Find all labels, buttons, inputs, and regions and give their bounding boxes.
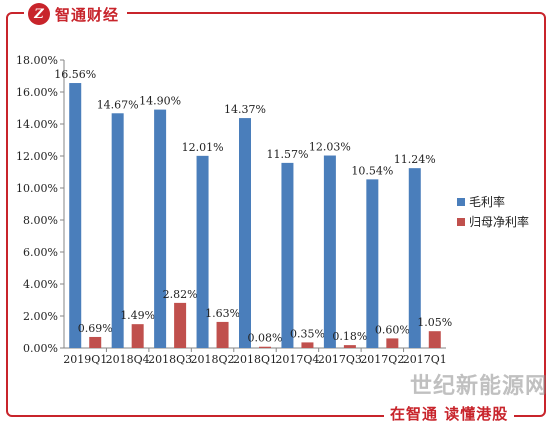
x-tick-label: 2018Q3 bbox=[148, 353, 192, 366]
data-label: 1.63% bbox=[205, 307, 240, 320]
x-tick-label: 2018Q1 bbox=[233, 353, 277, 366]
y-tick-label: 2.00% bbox=[23, 310, 58, 323]
slogan: 在智通 读懂港股 bbox=[384, 403, 515, 424]
y-tick-label: 16.00% bbox=[16, 86, 58, 99]
bar-gross-margin bbox=[69, 83, 82, 348]
data-label: 16.56% bbox=[54, 68, 96, 81]
y-tick-label: 6.00% bbox=[23, 246, 58, 259]
bar-gross-margin bbox=[239, 118, 251, 348]
bar-gross-margin bbox=[366, 179, 379, 348]
y-tick-label: 4.00% bbox=[23, 278, 58, 291]
bar-net-margin bbox=[216, 321, 229, 348]
x-tick-label: 2017Q2 bbox=[360, 353, 404, 366]
bar-net-margin bbox=[259, 346, 271, 348]
data-label: 2.82% bbox=[163, 288, 198, 301]
legend-label: 毛利率 bbox=[469, 194, 505, 209]
data-label: 14.37% bbox=[224, 103, 266, 116]
data-label: 14.90% bbox=[139, 95, 181, 108]
data-label: 12.03% bbox=[309, 141, 351, 154]
bar-gross-margin bbox=[111, 113, 124, 348]
y-tick-label: 0.00% bbox=[23, 342, 58, 355]
y-tick-label: 10.00% bbox=[16, 182, 58, 195]
bar-gross-margin bbox=[408, 168, 421, 348]
data-label: 10.54% bbox=[351, 164, 393, 177]
data-label: 0.60% bbox=[375, 323, 410, 336]
data-label: 0.69% bbox=[78, 322, 113, 335]
bar-net-margin bbox=[174, 302, 187, 348]
data-label: 14.67% bbox=[97, 98, 139, 111]
y-tick-label: 12.00% bbox=[16, 150, 58, 163]
brand-header: Z 智通财经 bbox=[24, 1, 128, 27]
data-label: 0.18% bbox=[332, 330, 367, 343]
brand-logo-icon: Z bbox=[28, 3, 50, 25]
data-label: 12.01% bbox=[182, 141, 224, 154]
y-tick-label: 18.00% bbox=[16, 54, 58, 67]
bar-gross-margin bbox=[154, 109, 167, 348]
x-tick-label: 2018Q2 bbox=[191, 353, 235, 366]
data-label: 0.35% bbox=[290, 327, 325, 340]
x-tick-label: 2017Q1 bbox=[403, 353, 447, 366]
y-tick-label: 14.00% bbox=[16, 118, 58, 131]
x-tick-label: 2017Q4 bbox=[275, 353, 319, 366]
bar-net-margin bbox=[301, 342, 314, 348]
x-tick-label: 2019Q1 bbox=[63, 353, 107, 366]
data-label: 1.05% bbox=[417, 316, 452, 329]
bar-gross-margin bbox=[281, 162, 294, 348]
bar-net-margin bbox=[428, 331, 441, 348]
data-label: 11.57% bbox=[266, 148, 308, 161]
x-tick-label: 2018Q4 bbox=[106, 353, 150, 366]
card-frame bbox=[6, 12, 546, 417]
y-tick-label: 8.00% bbox=[23, 214, 58, 227]
watermark: 世纪新能源网 bbox=[409, 374, 548, 399]
bar-net-margin bbox=[89, 336, 102, 348]
data-label: 11.24% bbox=[394, 153, 436, 166]
legend-swatch bbox=[457, 198, 465, 206]
legend-swatch bbox=[457, 218, 465, 226]
data-label: 1.49% bbox=[120, 309, 155, 322]
legend-label: 归母净利率 bbox=[469, 214, 529, 229]
bar-net-margin bbox=[131, 324, 144, 348]
bar-gross-margin bbox=[323, 155, 336, 348]
brand-name: 智通财经 bbox=[55, 5, 120, 24]
bar-net-margin bbox=[386, 338, 399, 348]
data-label: 0.08% bbox=[248, 332, 283, 345]
bar-gross-margin bbox=[196, 155, 209, 348]
bar-net-margin bbox=[343, 345, 356, 348]
x-tick-label: 2017Q3 bbox=[318, 353, 362, 366]
